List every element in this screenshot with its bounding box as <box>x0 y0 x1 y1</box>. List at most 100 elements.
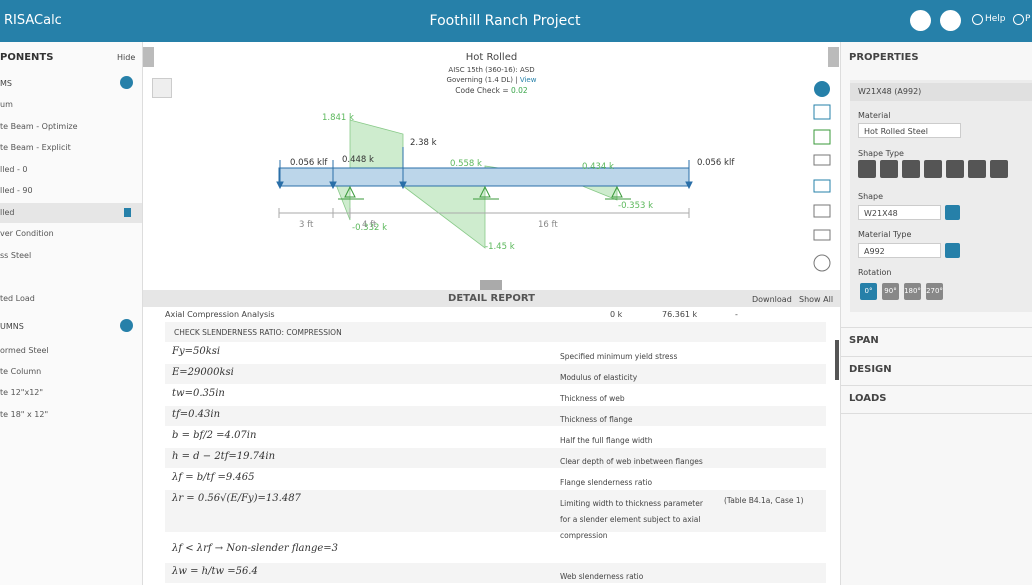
lock-button[interactable] <box>152 78 172 98</box>
analysis-ratio: - <box>735 310 738 319</box>
diagram-label: -1.45 k <box>485 242 515 252</box>
add-button[interactable] <box>120 76 133 89</box>
beam <box>278 167 690 187</box>
analysis-name: Axial Compression Analysis <box>165 310 275 319</box>
component-item[interactable]: um <box>0 100 13 109</box>
load-arrows <box>276 147 693 190</box>
header <box>0 0 1032 42</box>
property-section[interactable]: SPAN <box>849 335 879 346</box>
divider <box>840 385 1032 386</box>
diagram-label: -0.353 k <box>618 201 653 211</box>
governing-text: Governing (1.4 DL) | <box>446 76 520 84</box>
shape-type-button[interactable] <box>990 160 1008 178</box>
rotation-button[interactable]: 270° <box>926 283 943 300</box>
rotation-buttons: 0° 90° 180° 270° <box>860 283 943 300</box>
formula: Fy=50ksi <box>172 346 221 357</box>
formula: tw=0.35in <box>172 388 225 399</box>
download-button[interactable]: Download <box>752 295 792 304</box>
panel-title: PONENTS <box>0 52 54 63</box>
shape-type-button[interactable] <box>880 160 898 178</box>
show-all-button[interactable]: Show All <box>799 295 834 304</box>
rotation-button[interactable]: 180° <box>904 283 921 300</box>
code-check-label: Code Check = <box>455 86 511 95</box>
component-item[interactable]: te Beam - Explicit <box>0 143 71 152</box>
shape-select[interactable]: W21X48 <box>858 205 941 220</box>
folder-button[interactable] <box>940 10 961 31</box>
component-item[interactable]: ormed Steel <box>0 346 49 355</box>
formula: λr = 0.56√(E/Fy)=13.487 <box>172 493 301 504</box>
section-title[interactable]: UMNS <box>0 322 24 331</box>
diagram-label: 1.841 k <box>322 113 354 123</box>
formula: λw = h/tw =56.4 <box>172 566 258 577</box>
add-button[interactable] <box>120 319 133 332</box>
beam-diagram: 1.841 k 2.38 k 0.056 klf 0.448 k 0.558 k… <box>276 81 831 290</box>
user-icon <box>1013 14 1024 25</box>
shape-type-button[interactable] <box>924 160 942 178</box>
note: (Table B4.1a, Case 1) <box>724 496 804 505</box>
collapse-right[interactable] <box>828 47 839 67</box>
component-item[interactable]: lled - 90 <box>0 186 33 195</box>
description: Thickness of flange <box>560 415 633 424</box>
shape-type-button[interactable] <box>902 160 920 178</box>
view-link[interactable]: View <box>519 76 537 84</box>
project-title: Foothill Ranch Project <box>429 13 581 29</box>
component-item[interactable]: ver Condition <box>0 229 54 238</box>
description: Thickness of web <box>560 394 625 403</box>
report-title: DETAIL REPORT <box>448 293 535 304</box>
component-item[interactable]: te 12"x12" <box>0 388 44 397</box>
diagram-label: 0.056 klf <box>697 158 735 168</box>
description: Limiting width to thickness parameter fo… <box>560 499 703 540</box>
left-panel <box>0 42 143 585</box>
hide-button[interactable]: Hide <box>117 53 136 62</box>
shape-info-button[interactable] <box>945 205 960 220</box>
component-item[interactable]: ss Steel <box>0 251 32 260</box>
material-settings-button[interactable] <box>945 243 960 258</box>
report-section: CHECK SLENDERNESS RATIO: COMPRESSION <box>174 328 342 337</box>
code-name: AISC 15th (360-16): ASD <box>448 66 535 74</box>
shape-type-button[interactable] <box>968 160 986 178</box>
diagram-label: 0.558 k <box>450 159 482 169</box>
field-label: Shape Type <box>858 149 904 158</box>
code-check-value: 0.02 <box>511 86 528 95</box>
scrollbar[interactable] <box>835 340 839 380</box>
shape-type-button[interactable] <box>858 160 876 178</box>
app-name[interactable]: RISACalc <box>4 13 62 28</box>
analysis-demand: 0 k <box>610 310 623 319</box>
component-item[interactable]: ted Load <box>0 294 35 303</box>
component-item[interactable]: te 18" x 12" <box>0 410 49 419</box>
description: Clear depth of web inbetween flanges <box>560 457 703 466</box>
help-icon <box>972 14 983 25</box>
row-background <box>165 490 826 532</box>
member-card <box>850 80 1032 312</box>
component-item[interactable]: lled <box>0 208 15 217</box>
summary-title: Hot Rolled <box>465 52 518 63</box>
selected-row <box>0 203 142 223</box>
divider <box>840 356 1032 357</box>
section-title[interactable]: MS <box>0 79 12 88</box>
formula: tf=0.43in <box>172 409 221 420</box>
divider <box>840 327 1032 328</box>
delete-button[interactable] <box>124 208 131 217</box>
field-label: Shape <box>858 192 884 201</box>
material-select[interactable]: Hot Rolled Steel <box>858 123 961 138</box>
settings-button[interactable] <box>910 10 931 31</box>
component-item[interactable]: te Column <box>0 367 42 376</box>
diagram-label: 0.056 klf <box>290 158 328 168</box>
description: Modulus of elasticity <box>560 373 638 382</box>
code-check: Code Check = 0.02 <box>143 86 840 95</box>
material-type-select[interactable]: A992 <box>858 243 941 258</box>
report-section-row <box>165 322 826 342</box>
rotation-button[interactable]: 90° <box>882 283 899 300</box>
rotation-button[interactable]: 0° <box>860 283 877 300</box>
collapse-left[interactable] <box>143 47 154 67</box>
dimension-label: 3 ft <box>299 220 314 230</box>
user-link[interactable]: P <box>1025 14 1031 24</box>
help-link[interactable]: Help <box>985 14 1006 24</box>
property-section[interactable]: LOADS <box>849 393 887 404</box>
component-item[interactable]: te Beam - Optimize <box>0 122 78 131</box>
shape-type-button[interactable] <box>946 160 964 178</box>
component-item[interactable]: lled - 0 <box>0 165 28 174</box>
property-section[interactable]: DESIGN <box>849 364 892 375</box>
dimension-line <box>278 208 690 218</box>
